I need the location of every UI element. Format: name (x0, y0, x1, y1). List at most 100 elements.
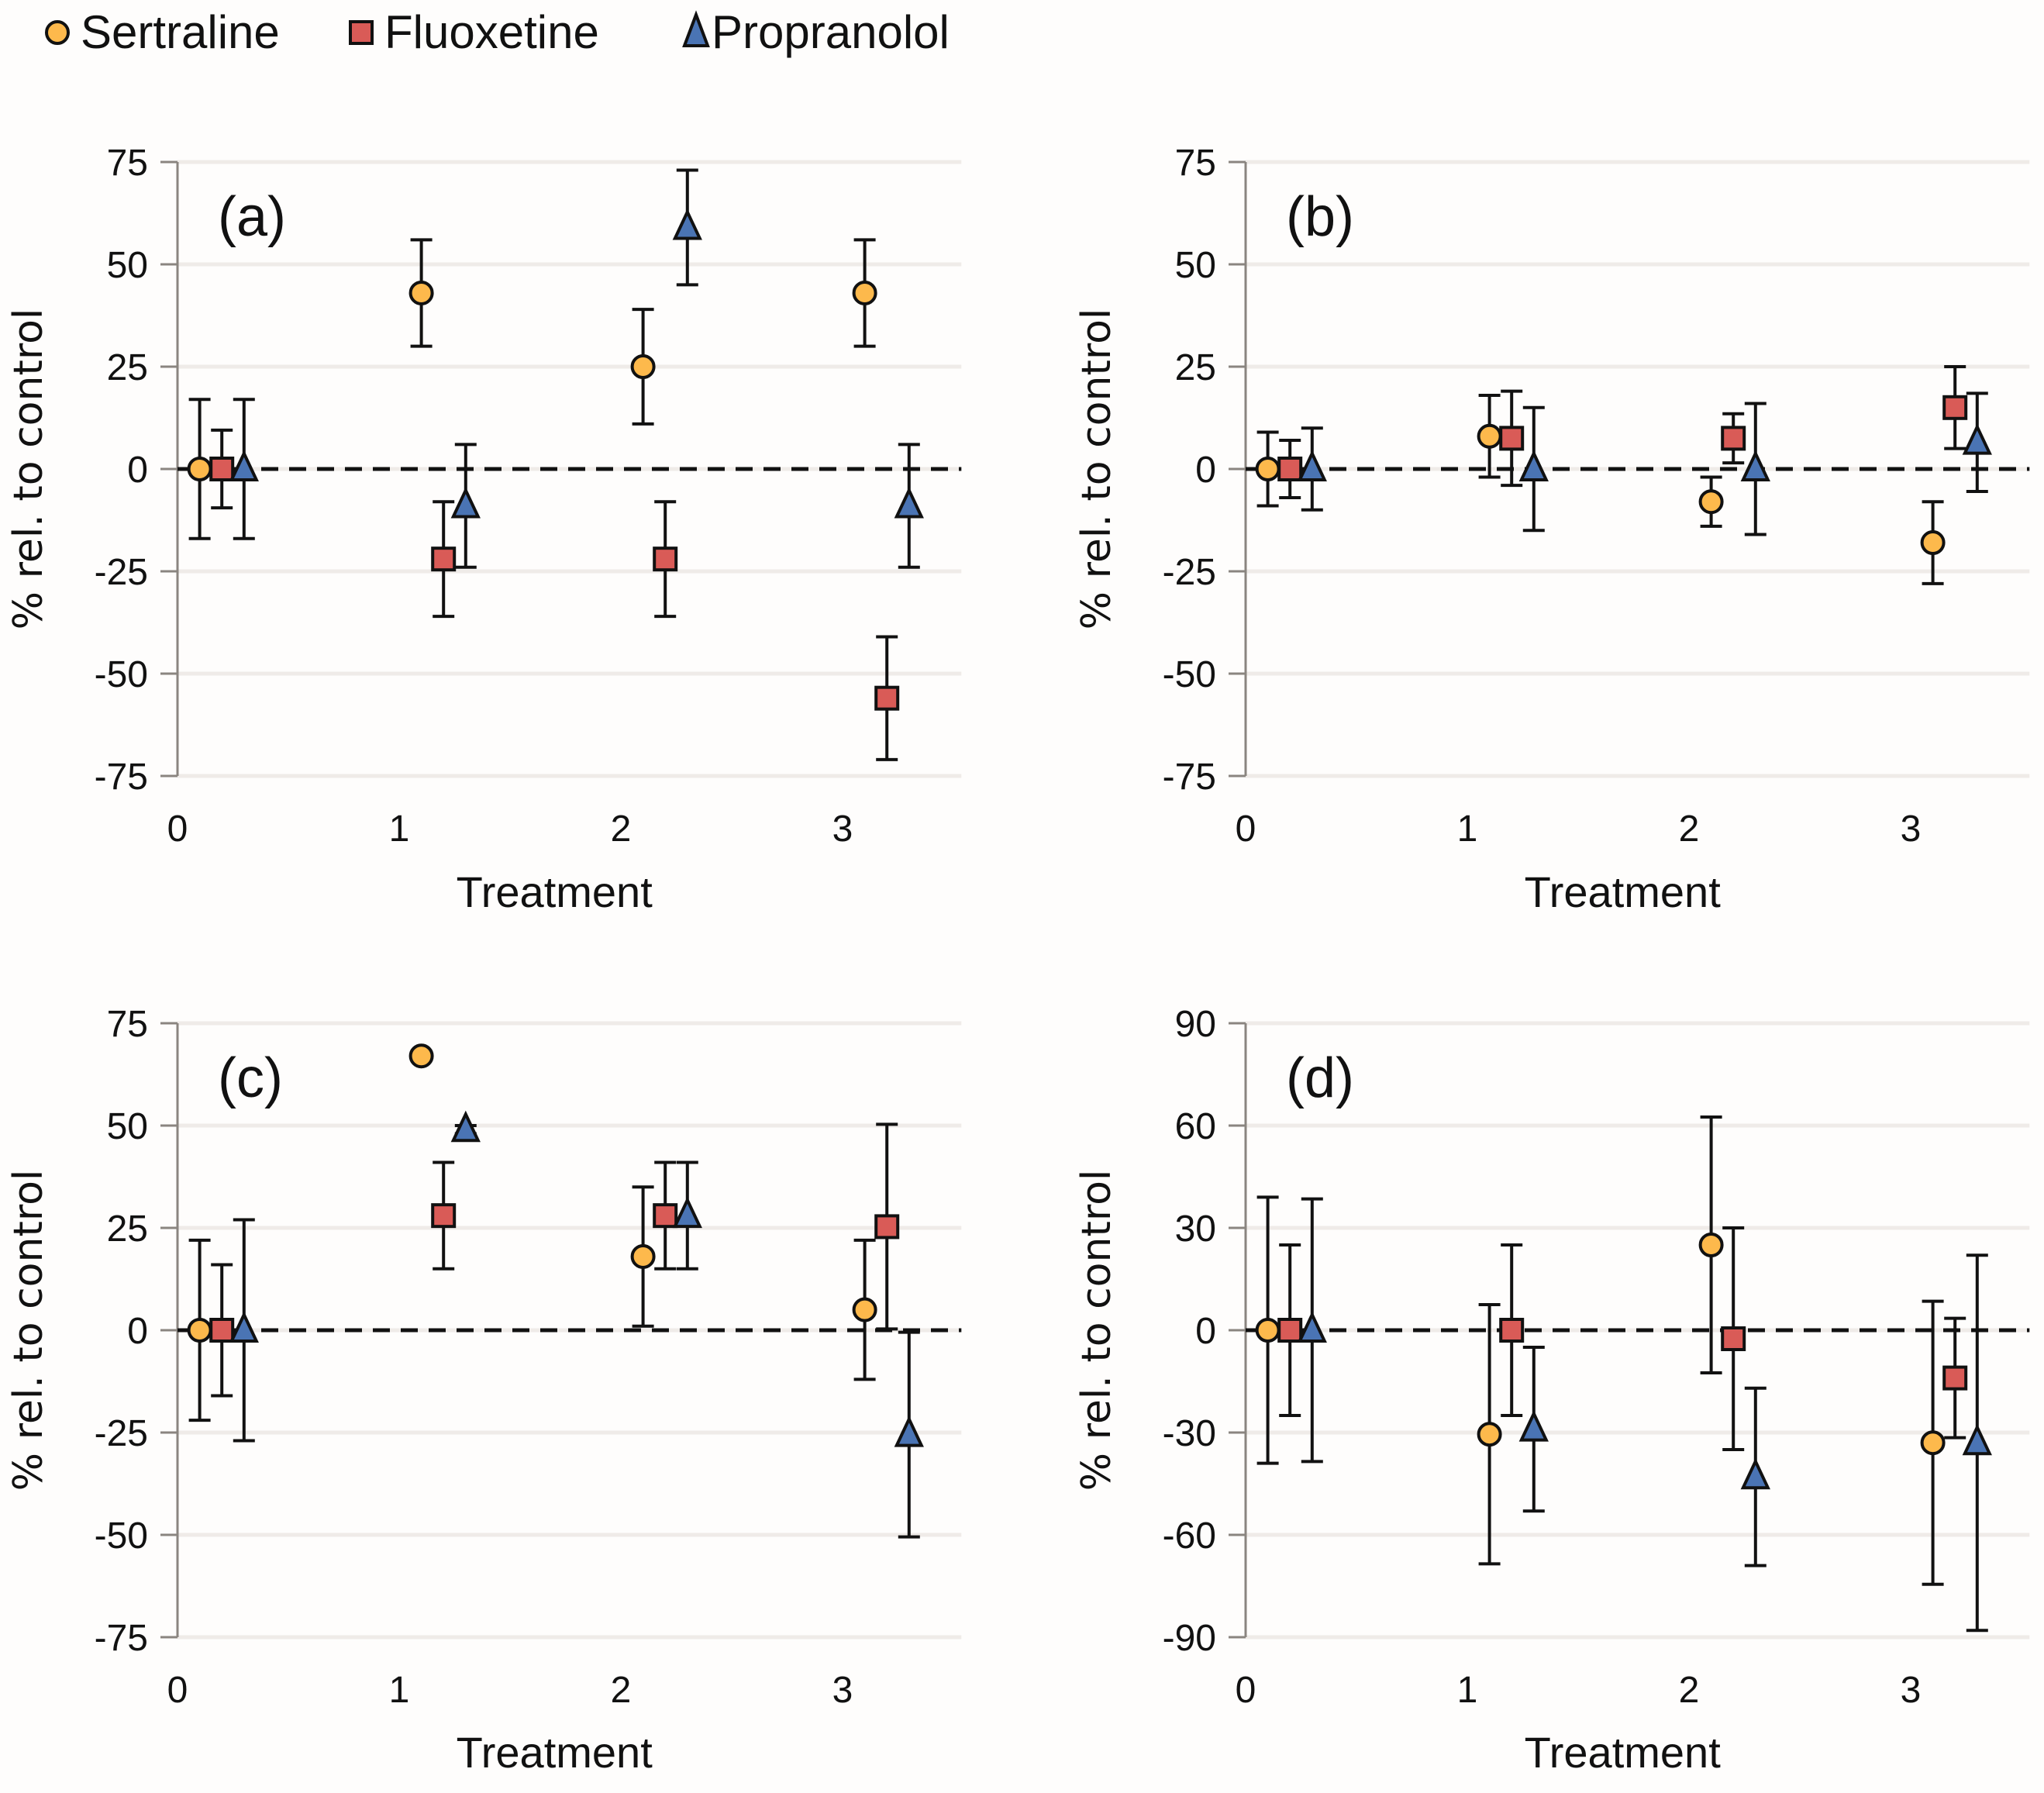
y-axis-title: % rel. to control (5, 309, 52, 630)
x-tick-label: 2 (611, 1670, 632, 1711)
data-point-square (1499, 426, 1525, 451)
panel-a: 75 50 25 0 -25 -50 -75 0 1 2 3 Treatment % rel. to c… (5, 143, 962, 916)
data-point-circle (630, 354, 656, 379)
y-tick-label: 60 (1175, 1106, 1216, 1147)
data-point-triangle (1962, 422, 1992, 455)
y-tick-label: 0 (1195, 1311, 1216, 1352)
y-tick-label: -25 (1163, 552, 1216, 593)
data-point-triangle (1297, 450, 1327, 481)
x-tick-label: 0 (167, 1670, 188, 1711)
series-fluoxetine (1277, 1226, 1968, 1451)
data-point-triangle (450, 1110, 481, 1143)
data-point-triangle (229, 1311, 259, 1343)
y-tick-label: 50 (107, 245, 148, 286)
legend-label: Sertraline (81, 6, 280, 58)
y-tick-label: -50 (95, 1515, 148, 1557)
x-tick-label: 3 (1901, 809, 1922, 850)
data-point-circle (1698, 1233, 1724, 1257)
y-tick-label: 0 (127, 1311, 148, 1352)
data-point-square (874, 685, 900, 711)
series-propranolol (229, 168, 924, 569)
series-propranolol (1297, 1197, 1992, 1633)
y-tick-label: 0 (1195, 450, 1216, 491)
x-tick-label: 3 (832, 809, 853, 850)
data-point-triangle (1740, 450, 1770, 481)
data-point-triangle (1962, 1423, 1992, 1456)
x-tick-label: 0 (1236, 809, 1256, 850)
y-tick-label: -50 (1163, 654, 1216, 695)
series-sertraline (187, 238, 877, 540)
series-fluoxetine (209, 428, 900, 761)
data-point-circle (1477, 423, 1502, 449)
x-axis-title: Treatment (457, 867, 653, 916)
data-point-square (653, 1203, 678, 1229)
x-tick-label: 2 (1679, 809, 1700, 850)
x-tick-label: 0 (167, 809, 188, 850)
x-tick-label: 1 (389, 1670, 410, 1711)
y-tick-label: -50 (95, 654, 148, 695)
data-point-circle (1255, 457, 1281, 481)
y-tick-label: -75 (95, 757, 148, 798)
series-sertraline (1255, 1115, 1946, 1586)
x-tick-label: 3 (1901, 1670, 1922, 1711)
y-tick-label: 75 (1175, 143, 1216, 184)
y-tick-label: 50 (107, 1106, 148, 1147)
legend-triangle-marker (682, 10, 710, 47)
data-point-circle (187, 457, 212, 481)
panel-label: (d) (1286, 1047, 1354, 1109)
data-point-circle (1920, 530, 1946, 556)
y-tick-label: 90 (1175, 1004, 1216, 1045)
x-tick-label: 0 (1236, 1670, 1256, 1711)
data-point-circle (187, 1318, 212, 1343)
series-sertraline (1255, 393, 1946, 585)
data-point-triangle (894, 1415, 924, 1447)
data-point-triangle (672, 1196, 702, 1229)
y-tick-label: 75 (107, 1004, 148, 1045)
data-point-square (431, 547, 457, 572)
data-point-triangle (1297, 1311, 1327, 1343)
data-point-square (209, 457, 235, 481)
data-point-triangle (1518, 450, 1549, 481)
data-point-triangle (450, 486, 481, 519)
series-fluoxetine (209, 1122, 900, 1398)
data-point-triangle (894, 486, 924, 519)
y-tick-label: -25 (95, 1413, 148, 1454)
data-point-triangle (672, 208, 702, 240)
y-axis-title: % rel. to control (1074, 1170, 1120, 1491)
data-point-circle (1920, 1430, 1946, 1456)
data-point-circle (408, 1043, 434, 1069)
data-point-circle (852, 1297, 877, 1322)
series-fluoxetine (1277, 365, 1968, 499)
data-point-circle (408, 280, 434, 305)
x-axis-title: Treatment (1525, 867, 1722, 916)
data-point-square (874, 1214, 900, 1240)
legend-item-sertraline: Sertraline (45, 6, 280, 58)
panel-b: 75 50 25 0 -25 -50 -75 0 1 2 3 Treatment % rel. to c… (1074, 143, 2030, 916)
data-point-square (1942, 1365, 1968, 1391)
panel-label: (c) (218, 1047, 283, 1109)
data-point-square (1942, 395, 1968, 420)
data-point-triangle (1518, 1409, 1549, 1442)
data-point-circle (630, 1243, 656, 1269)
x-tick-label: 1 (1457, 1670, 1478, 1711)
x-tick-label: 3 (832, 1670, 853, 1711)
y-tick-label: 30 (1175, 1209, 1216, 1250)
legend-circle-marker (45, 20, 70, 45)
y-tick-label: 0 (127, 450, 148, 491)
x-axis-title: Treatment (457, 1728, 653, 1777)
legend-square-marker (349, 20, 374, 45)
x-axis-title: Treatment (1525, 1728, 1722, 1777)
y-tick-label: -30 (1163, 1413, 1216, 1454)
legend-label: Fluoxetine (384, 6, 599, 58)
x-tick-label: 2 (1679, 1670, 1700, 1711)
panel-d: 90 60 30 0 -30 -60 -90 0 1 2 3 Treatment % rel. to c… (1074, 1004, 2030, 1777)
data-point-circle (852, 280, 877, 305)
series-sertraline (187, 1043, 877, 1422)
y-tick-label: 25 (107, 347, 148, 388)
x-tick-label: 1 (389, 809, 410, 850)
x-tick-label: 2 (611, 809, 632, 850)
series-propranolol (229, 1110, 924, 1539)
x-tick-label: 1 (1457, 809, 1478, 850)
data-point-square (1499, 1318, 1525, 1343)
y-tick-label: -25 (95, 552, 148, 593)
